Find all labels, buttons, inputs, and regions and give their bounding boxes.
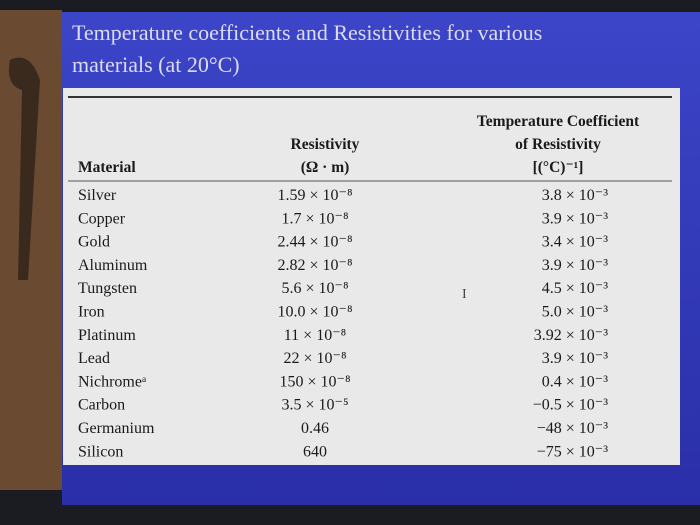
- column-header: Resistivity: [291, 136, 360, 153]
- text-cursor: Ι: [462, 287, 467, 302]
- table-cell: Silicon: [78, 443, 123, 460]
- table-cell: 5.0 × 10⁻³: [542, 304, 608, 321]
- table-cell: 3.92 × 10⁻³: [534, 327, 608, 344]
- table-cell: −75 × 10⁻³: [537, 443, 608, 460]
- table-cell: 0.4 × 10⁻³: [542, 373, 608, 390]
- key-shape: [8, 57, 41, 280]
- table-cell: 3.4 × 10⁻³: [542, 234, 608, 251]
- table-cell: −48 × 10⁻³: [537, 420, 608, 437]
- table-cell: 2.44 × 10⁻⁸: [277, 234, 352, 251]
- table-cell: Nichromeᵃ: [78, 373, 147, 390]
- table-cell: 11 × 10⁻⁸: [284, 327, 346, 344]
- table-cell: Aluminum: [78, 257, 148, 274]
- table-cell: 3.5 × 10⁻⁵: [281, 397, 348, 414]
- column-header: [(°C)⁻¹]: [533, 159, 584, 176]
- table-cell: 3.8 × 10⁻³: [542, 187, 608, 204]
- column-header: Temperature Coefficient: [477, 113, 640, 130]
- table-cell: 10.0 × 10⁻⁸: [277, 304, 352, 321]
- table-cell: 2.82 × 10⁻⁸: [277, 257, 352, 274]
- table-cell: Iron: [78, 304, 105, 321]
- table-cell: 5.6 × 10⁻⁸: [281, 280, 348, 297]
- table-cell: 22 × 10⁻⁸: [283, 350, 346, 367]
- table-panel: [63, 88, 680, 465]
- column-header: (Ω · m): [301, 159, 350, 176]
- column-header: Material: [78, 159, 136, 176]
- column-header: of Resistivity: [515, 136, 601, 153]
- content: Temperature coefficients and Resistiviti…: [72, 20, 640, 460]
- table-cell: Germanium: [78, 420, 155, 437]
- table-cell: Silver: [78, 187, 117, 204]
- title-line: materials (at 20°C): [72, 52, 240, 77]
- table-cell: Copper: [78, 210, 126, 227]
- table-cell: 3.9 × 10⁻³: [542, 350, 608, 367]
- table-cell: Lead: [78, 350, 110, 367]
- table-cell: Tungsten: [78, 280, 137, 297]
- table-cell: 1.7 × 10⁻⁸: [281, 210, 348, 227]
- table-cell: 3.9 × 10⁻³: [542, 210, 608, 227]
- table-cell: 3.9 × 10⁻³: [542, 257, 608, 274]
- table-cell: 0.46: [301, 420, 329, 437]
- table-cell: Platinum: [78, 327, 136, 344]
- table-cell: −0.5 × 10⁻³: [533, 397, 608, 414]
- table-cell: Gold: [78, 234, 110, 251]
- table-cell: Carbon: [78, 397, 125, 414]
- title-line: Temperature coefficients and Resistiviti…: [72, 20, 542, 45]
- table-cell: 640: [303, 443, 327, 460]
- table-cell: 4.5 × 10⁻³: [542, 280, 608, 297]
- table-cell: 1.59 × 10⁻⁸: [277, 187, 352, 204]
- table-cell: 150 × 10⁻⁸: [279, 373, 350, 390]
